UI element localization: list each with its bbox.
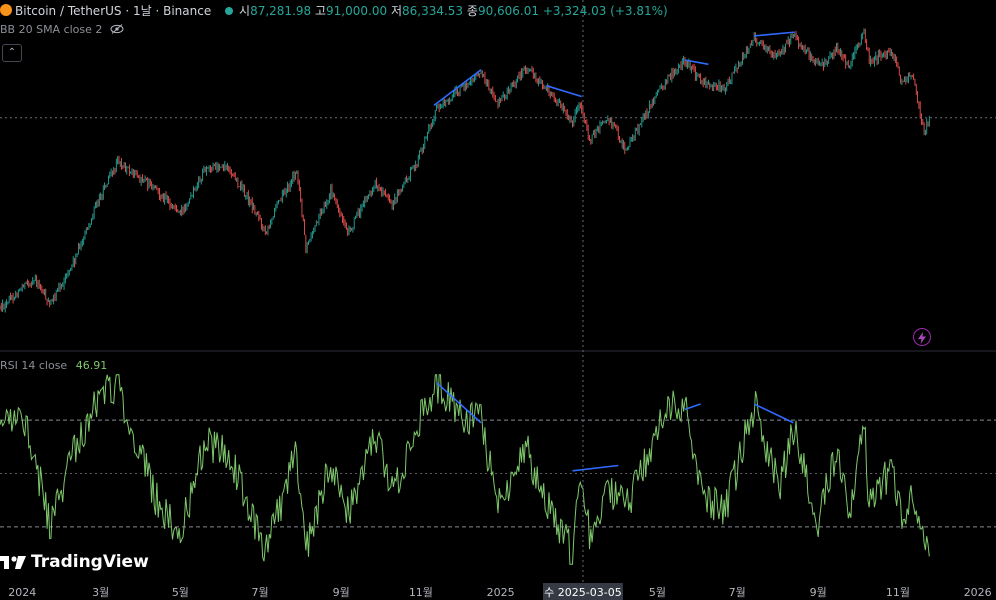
eye-slash-icon[interactable] xyxy=(110,24,124,34)
crosshair-date-label: 수 2025-03-05 xyxy=(544,586,622,599)
price-trendline[interactable] xyxy=(433,69,482,106)
bb-indicator-label[interactable]: BB 20 SMA close 2 xyxy=(0,23,124,36)
price-trendline[interactable] xyxy=(546,84,582,98)
time-tick-label: 9월 xyxy=(810,586,827,599)
chevron-up-icon: ⌃ xyxy=(7,47,17,58)
rsi-trendline[interactable] xyxy=(436,382,482,424)
time-tick-label: 5월 xyxy=(649,586,666,599)
rsi-trendline[interactable] xyxy=(753,403,794,424)
rsi-line xyxy=(0,374,930,565)
time-tick-label: 3월 xyxy=(92,586,109,599)
time-tick-label: 2024 xyxy=(8,586,36,599)
rsi-current-value: 46.91 xyxy=(75,359,108,372)
price-pane[interactable] xyxy=(0,28,930,313)
price-trendline[interactable] xyxy=(754,31,795,37)
price-trendline[interactable] xyxy=(684,59,709,66)
tradingview-logo-icon xyxy=(0,556,26,569)
bb-indicator-name: BB 20 SMA close 2 xyxy=(0,23,103,36)
crosshair xyxy=(0,0,996,582)
close-label: 종 xyxy=(466,4,478,18)
rsi-indicator-name: RSI 14 close xyxy=(0,359,68,372)
time-tick-label: 11월 xyxy=(886,586,910,599)
change-value: +3,324.03 (+3.81%) xyxy=(542,4,668,18)
rsi-trendline[interactable] xyxy=(684,403,701,411)
symbol-title[interactable]: Bitcoin / TetherUS · 1날 · Binance xyxy=(15,4,212,18)
time-tick-label: 9월 xyxy=(333,586,350,599)
time-tick-label: 11월 xyxy=(409,586,433,599)
time-tick-label: 7월 xyxy=(729,586,746,599)
rsi-trendline[interactable] xyxy=(572,464,619,472)
time-tick-label: 2026 xyxy=(964,586,992,599)
bitcoin-icon xyxy=(0,4,12,16)
open-value: 87,281.98 xyxy=(250,4,312,18)
high-value: 91,000.00 xyxy=(326,4,388,18)
crosshair-date-badge xyxy=(542,583,623,600)
tradingview-wordmark: TradingView xyxy=(31,552,149,572)
tradingview-logo[interactable]: TradingView xyxy=(0,552,149,572)
open-label: 시 xyxy=(239,4,251,18)
symbol-header: Bitcoin / TetherUS · 1날 · Binance 시87,28… xyxy=(0,2,668,19)
time-axis[interactable]: 2024 3월 5월 7월 9월 11월 2025 5월 7월 9월 11월 2026 수 2025-0… xyxy=(0,582,996,600)
high-label: 고 xyxy=(314,4,327,18)
time-tick-label: 7월 xyxy=(252,586,269,599)
time-tick-label: 5월 xyxy=(172,586,189,599)
lightning-icon[interactable] xyxy=(913,328,931,346)
low-value: 86,334.53 xyxy=(401,4,464,18)
market-status-dot xyxy=(225,7,234,15)
rsi-indicator-label[interactable]: RSI 14 close 46.91 xyxy=(0,359,107,372)
time-tick-label: 2025 xyxy=(487,586,515,599)
rsi-pane[interactable] xyxy=(0,374,996,565)
collapse-indicators-button[interactable]: ⌃ xyxy=(2,44,22,62)
time-axis-background xyxy=(0,582,996,600)
low-label: 저 xyxy=(390,4,402,18)
close-value: 90,606.01 xyxy=(477,4,540,18)
